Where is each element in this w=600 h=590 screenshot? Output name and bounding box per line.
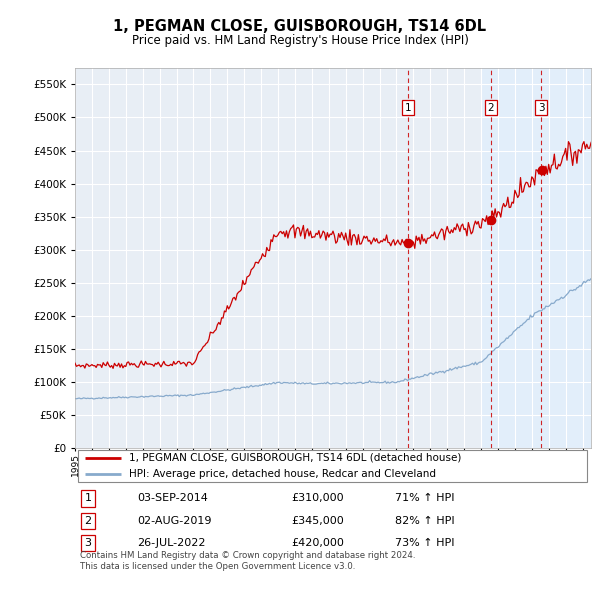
- Text: 02-AUG-2019: 02-AUG-2019: [137, 516, 211, 526]
- Text: 71% ↑ HPI: 71% ↑ HPI: [395, 493, 454, 503]
- Text: 26-JUL-2022: 26-JUL-2022: [137, 538, 205, 548]
- Text: 2: 2: [85, 516, 91, 526]
- Text: 73% ↑ HPI: 73% ↑ HPI: [395, 538, 454, 548]
- Text: Contains HM Land Registry data © Crown copyright and database right 2024.
This d: Contains HM Land Registry data © Crown c…: [80, 551, 416, 571]
- FancyBboxPatch shape: [77, 450, 587, 483]
- Text: 3: 3: [538, 103, 545, 113]
- Text: £310,000: £310,000: [292, 493, 344, 503]
- Text: 1: 1: [404, 103, 411, 113]
- Text: Price paid vs. HM Land Registry's House Price Index (HPI): Price paid vs. HM Land Registry's House …: [131, 34, 469, 47]
- Text: 1: 1: [85, 493, 91, 503]
- Text: HPI: Average price, detached house, Redcar and Cleveland: HPI: Average price, detached house, Redc…: [129, 469, 436, 479]
- Text: 1, PEGMAN CLOSE, GUISBOROUGH, TS14 6DL (detached house): 1, PEGMAN CLOSE, GUISBOROUGH, TS14 6DL (…: [129, 453, 461, 463]
- Bar: [481, 68, 591, 448]
- Text: £420,000: £420,000: [292, 538, 344, 548]
- Text: 82% ↑ HPI: 82% ↑ HPI: [395, 516, 455, 526]
- Text: 03-SEP-2014: 03-SEP-2014: [137, 493, 208, 503]
- Text: 2: 2: [488, 103, 494, 113]
- Text: £345,000: £345,000: [292, 516, 344, 526]
- Text: 1, PEGMAN CLOSE, GUISBOROUGH, TS14 6DL: 1, PEGMAN CLOSE, GUISBOROUGH, TS14 6DL: [113, 19, 487, 34]
- Text: 3: 3: [85, 538, 91, 548]
